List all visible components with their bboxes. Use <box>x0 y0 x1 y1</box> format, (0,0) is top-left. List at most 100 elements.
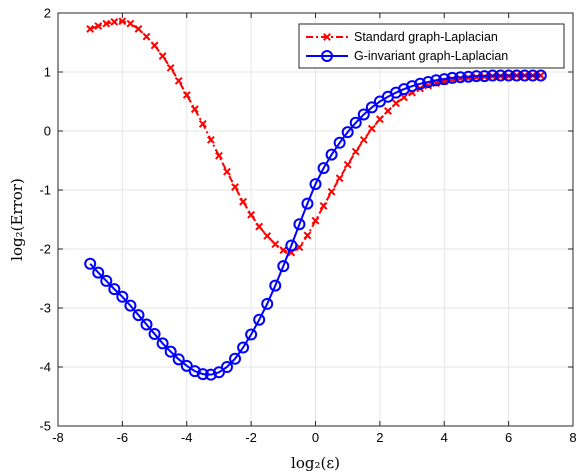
data-point <box>237 341 250 354</box>
data-point <box>325 148 338 161</box>
data-point <box>142 32 151 41</box>
data-point <box>359 135 368 144</box>
data-point <box>188 365 201 378</box>
x-tick-label: 2 <box>376 430 383 445</box>
x-axis-label: log₂(ε) <box>291 454 340 472</box>
data-point <box>108 283 121 296</box>
y-tick-label: 1 <box>44 65 51 80</box>
y-tick-label: 0 <box>44 124 51 139</box>
data-point <box>335 174 344 183</box>
data-point <box>384 107 392 115</box>
data-point <box>174 76 183 85</box>
data-point <box>263 232 272 240</box>
series-layer <box>84 17 547 381</box>
data-point <box>422 76 435 89</box>
data-point <box>400 93 408 102</box>
data-point <box>148 327 161 340</box>
y-tick-label: -1 <box>39 183 51 198</box>
data-point <box>212 366 225 379</box>
y-tick-labels: -5 -4 -3 -2 -1 0 1 2 <box>39 6 51 434</box>
data-point <box>92 266 105 279</box>
data-point <box>534 69 547 82</box>
x-tick-label: 4 <box>441 430 448 445</box>
data-point <box>180 359 193 372</box>
data-point <box>293 218 306 231</box>
data-point <box>231 183 239 191</box>
data-point <box>303 231 312 240</box>
data-point <box>110 17 119 26</box>
data-point <box>156 337 169 350</box>
data-point <box>333 136 346 149</box>
data-point <box>510 69 523 82</box>
data-point <box>518 69 531 82</box>
data-point <box>198 120 207 128</box>
y-tick-label: -5 <box>39 419 51 434</box>
data-point <box>255 222 264 231</box>
data-point <box>239 197 247 206</box>
data-point <box>229 352 242 365</box>
data-point <box>317 162 330 175</box>
data-point <box>102 19 111 28</box>
data-point <box>349 116 362 129</box>
data-point <box>206 135 215 144</box>
data-point <box>204 368 217 381</box>
data-point <box>398 83 411 96</box>
data-point <box>486 69 499 82</box>
data-point <box>367 124 376 133</box>
data-point <box>341 126 354 139</box>
y-tick-label: -2 <box>39 242 51 257</box>
x-tick-label: -6 <box>117 430 129 445</box>
data-point <box>301 197 314 210</box>
y-tick-label: -4 <box>39 360 51 375</box>
data-point <box>100 274 113 287</box>
x-tick-label: 6 <box>505 430 512 445</box>
data-point <box>414 77 427 90</box>
data-point <box>190 105 199 114</box>
data-point <box>279 246 288 255</box>
data-point <box>319 202 328 210</box>
x-tick-label: 8 <box>569 430 576 445</box>
x-tick-label: -4 <box>181 430 193 445</box>
data-point <box>462 70 475 83</box>
data-point <box>158 52 167 60</box>
data-point <box>309 178 322 191</box>
legend-box <box>298 23 565 69</box>
legend: Standard graph-Laplacian G-invariant gra… <box>298 23 565 69</box>
data-point <box>438 73 451 86</box>
data-point <box>375 115 384 124</box>
data-point <box>502 69 515 82</box>
data-point <box>86 25 95 33</box>
data-point <box>536 71 545 80</box>
y-tick-label: 2 <box>44 6 51 21</box>
x-tick-label: 0 <box>312 430 319 445</box>
data-point <box>124 299 137 312</box>
data-point <box>150 41 159 50</box>
data-point <box>446 71 459 84</box>
legend-label-g-invariant: G-invariant graph-Laplacian <box>354 49 508 63</box>
data-point <box>220 361 233 373</box>
data-point <box>164 345 177 358</box>
y-axis-label: log₂(Error) <box>8 178 26 261</box>
data-point <box>261 297 274 310</box>
x-tick-label: -8 <box>52 430 64 445</box>
data-point <box>223 167 231 176</box>
x-tick-label: -2 <box>245 430 257 445</box>
data-point <box>172 353 185 366</box>
data-point <box>215 151 223 160</box>
data-point <box>351 147 360 156</box>
data-point <box>343 160 352 169</box>
data-point <box>116 290 129 303</box>
data-point <box>126 19 135 28</box>
data-point <box>118 17 127 26</box>
legend-marker <box>321 50 333 62</box>
data-point <box>134 25 143 33</box>
legend-label-standard: Standard graph-Laplacian <box>354 30 498 44</box>
data-point <box>327 187 336 196</box>
data-point <box>526 69 539 82</box>
data-point <box>430 74 443 87</box>
data-point <box>140 318 153 331</box>
data-point <box>245 328 258 341</box>
data-point <box>357 108 370 121</box>
data-point <box>311 216 320 225</box>
